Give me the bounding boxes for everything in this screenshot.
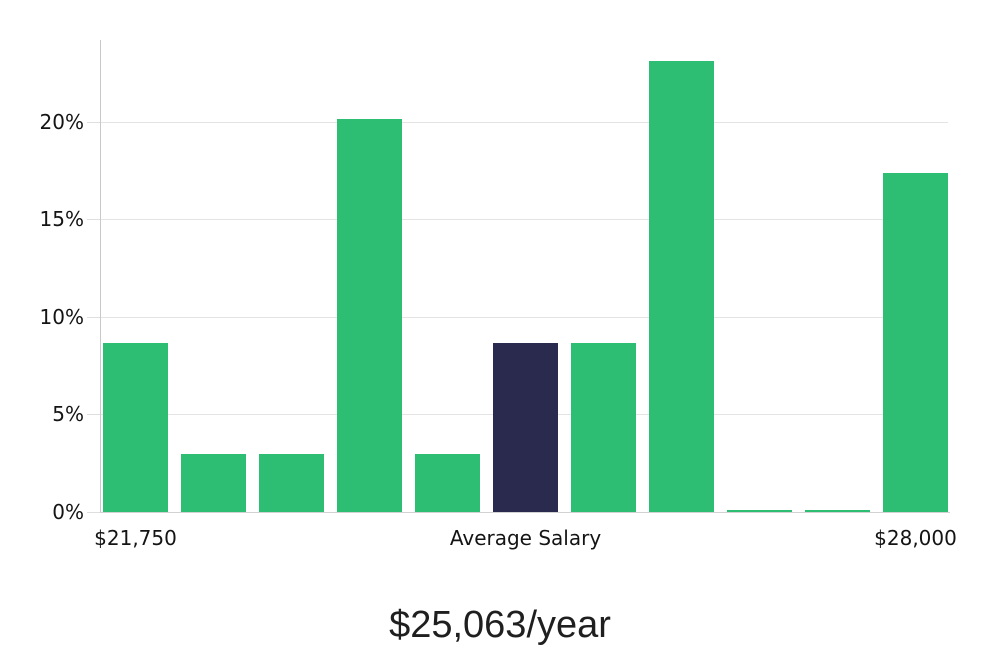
average-salary-title: $25,063/year [389, 604, 611, 646]
y-axis-tick-label: 15% [39, 207, 84, 232]
y-axis-line [100, 40, 101, 512]
salary-bar [181, 454, 246, 512]
y-axis-tick [87, 219, 100, 221]
y-axis-tick [87, 414, 100, 416]
y-axis-tick [87, 316, 100, 318]
gridline [100, 316, 948, 318]
salary-bar [649, 60, 714, 512]
salary-bar [415, 454, 480, 512]
y-axis-tick-label: 20% [39, 109, 84, 134]
y-axis-tick-label: 0% [52, 500, 84, 524]
salary-bar [103, 342, 168, 512]
salary-bar [259, 454, 324, 512]
plot-area [100, 40, 948, 512]
salary-bar [805, 510, 870, 512]
x-axis-baseline [88, 512, 950, 513]
salary-bar [571, 342, 636, 512]
y-axis-tick [87, 121, 100, 123]
average-salary-bar [493, 342, 558, 512]
x-axis-tick-label: $28,000 [874, 526, 957, 550]
salary-bar [337, 119, 402, 512]
y-axis-tick-label: 5% [52, 402, 84, 427]
salary-bar [883, 173, 948, 512]
gridline [100, 121, 948, 123]
y-axis-tick [87, 512, 100, 513]
gridline [100, 219, 948, 221]
salary-bar [727, 510, 792, 512]
x-axis-tick-label: Average Salary [449, 526, 602, 550]
y-axis-tick-label: 10% [39, 304, 84, 329]
x-axis-tick-label: $21,750 [94, 526, 177, 550]
